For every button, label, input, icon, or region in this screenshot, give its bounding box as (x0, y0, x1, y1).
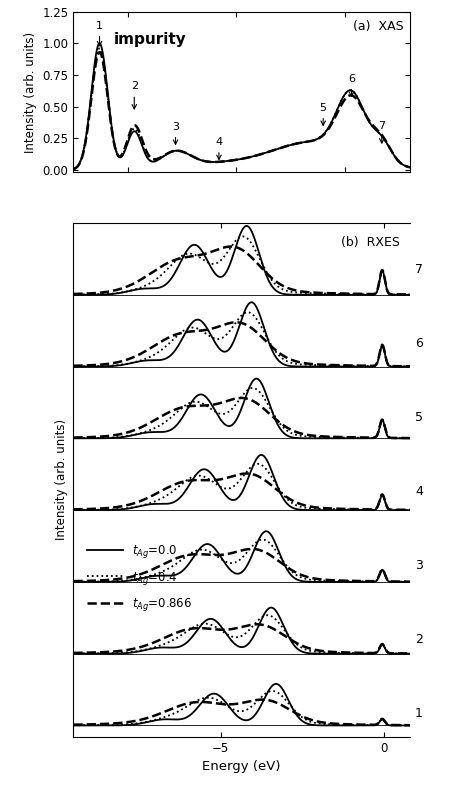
Text: impurity: impurity (114, 32, 187, 47)
X-axis label: Energy (eV): Energy (eV) (202, 760, 281, 773)
Text: 6: 6 (348, 74, 355, 96)
Text: 1: 1 (96, 20, 103, 46)
Text: 6: 6 (415, 337, 423, 350)
Y-axis label: Intensity (arb. units): Intensity (arb. units) (55, 419, 68, 541)
Text: (a)  XAS: (a) XAS (353, 20, 403, 33)
Text: 4: 4 (415, 485, 423, 498)
Text: 2: 2 (415, 633, 423, 646)
Text: 5: 5 (415, 411, 423, 424)
Text: 7: 7 (378, 121, 385, 143)
Text: 5: 5 (319, 103, 327, 125)
Legend: $t_{Ag}$=0.0, $t_{Ag}$=0.4, $t_{Ag}$=0.866: $t_{Ag}$=0.0, $t_{Ag}$=0.4, $t_{Ag}$=0.8… (83, 538, 197, 618)
Text: 3: 3 (172, 122, 179, 144)
Text: 4: 4 (215, 137, 222, 159)
Text: 7: 7 (415, 263, 423, 276)
Text: 2: 2 (131, 81, 138, 109)
Text: (b)  RXES: (b) RXES (341, 236, 400, 249)
Y-axis label: Intensity (arb. units): Intensity (arb. units) (24, 32, 37, 153)
Text: 3: 3 (415, 559, 423, 572)
Text: 1: 1 (415, 707, 423, 720)
